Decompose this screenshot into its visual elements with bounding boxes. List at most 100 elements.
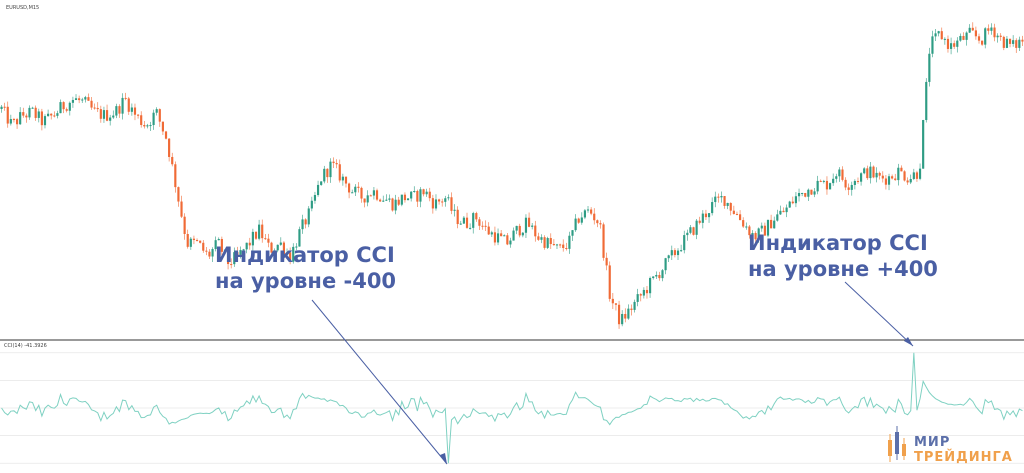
- candle-body: [254, 231, 258, 239]
- candle-body: [763, 225, 766, 236]
- candle-body: [413, 190, 416, 192]
- candle-body: [912, 172, 915, 179]
- candle-body: [937, 31, 940, 34]
- candle-body: [583, 210, 587, 218]
- candle-body: [903, 171, 906, 181]
- candle-body: [47, 113, 50, 117]
- candle-body: [87, 97, 90, 101]
- candle-body: [419, 189, 422, 202]
- candle-body: [515, 225, 518, 231]
- candle-body: [617, 304, 621, 325]
- candle-body: [714, 196, 717, 203]
- candle-body: [698, 220, 701, 223]
- candle-body: [71, 99, 75, 103]
- candle-body: [676, 250, 680, 256]
- candle-body: [397, 199, 400, 205]
- candle-body: [53, 115, 56, 117]
- candle-body: [915, 172, 919, 179]
- candle-body: [102, 110, 106, 119]
- candle-body: [894, 178, 897, 181]
- candle-body: [521, 232, 524, 236]
- candle-body: [484, 225, 487, 227]
- candle-body: [838, 169, 841, 177]
- candle-body: [729, 202, 732, 211]
- candle-body: [593, 213, 596, 221]
- candle-body: [105, 110, 109, 121]
- candle-body: [183, 216, 186, 234]
- candle-body: [791, 201, 794, 204]
- candle-body: [934, 33, 937, 37]
- candle-body: [6, 106, 9, 124]
- candle-body: [860, 173, 863, 182]
- candle-body: [133, 107, 137, 115]
- candle-body: [285, 252, 289, 255]
- candle-body: [3, 106, 6, 108]
- candle-body: [233, 252, 236, 265]
- candle-body: [925, 81, 928, 121]
- candle-body: [50, 113, 53, 116]
- candle-body: [174, 164, 177, 188]
- candle-body: [1018, 39, 1021, 48]
- candle-body: [999, 35, 1002, 37]
- candle-body: [273, 250, 276, 253]
- candle-body: [773, 220, 776, 229]
- candle-body: [686, 232, 689, 236]
- candle-body: [223, 249, 227, 252]
- candle-body: [614, 303, 618, 305]
- candle-body: [794, 196, 798, 204]
- candle-body: [608, 265, 611, 299]
- candle-body: [804, 193, 807, 197]
- candle-body: [754, 233, 757, 240]
- candle-body: [28, 107, 31, 118]
- candle-body: [881, 175, 884, 179]
- candle-body: [825, 180, 829, 190]
- candle-body: [130, 107, 133, 112]
- candle-body: [137, 114, 140, 116]
- candle-body: [732, 210, 735, 214]
- candle-body: [633, 301, 636, 310]
- candle-body: [649, 278, 652, 294]
- candle-body: [692, 227, 695, 235]
- logo-candles-icon: [888, 426, 906, 462]
- candle-body: [31, 107, 34, 109]
- candle-body: [78, 98, 81, 101]
- annotation-right-line1: Индикатор CCI: [748, 231, 928, 255]
- candle-body: [1012, 40, 1015, 44]
- candle-body: [264, 238, 267, 240]
- candle-body: [140, 115, 143, 125]
- candle-body: [993, 27, 996, 38]
- candle-body: [900, 167, 903, 172]
- candle-body: [394, 199, 397, 211]
- candle-body: [115, 106, 118, 116]
- candle-body: [68, 102, 71, 111]
- candle-body: [943, 38, 946, 40]
- candle-body: [770, 219, 773, 229]
- candle-body: [351, 192, 354, 194]
- candle-body: [59, 102, 62, 114]
- cci-label: CCI(14) -41.3926: [4, 343, 47, 349]
- candle-body: [645, 289, 649, 294]
- candle-body: [949, 43, 953, 49]
- candle-body: [481, 225, 484, 227]
- candle-body: [636, 294, 639, 302]
- annotation-right-arrowhead: [904, 337, 913, 346]
- candle-body: [248, 242, 251, 246]
- candle-body: [816, 180, 819, 192]
- candle-body: [897, 167, 900, 181]
- candle-body: [711, 202, 714, 214]
- candle-body: [344, 176, 348, 184]
- candle-body: [779, 210, 782, 215]
- candle-body: [472, 213, 475, 228]
- candle-body: [298, 229, 301, 247]
- candle-body: [236, 252, 239, 255]
- candle-body: [891, 176, 894, 179]
- candle-body: [704, 213, 708, 218]
- candle-body: [1008, 38, 1012, 44]
- candle-body: [478, 219, 481, 226]
- candle-body: [512, 230, 515, 241]
- candle-body: [425, 191, 428, 195]
- candle-body: [202, 242, 205, 251]
- cci-line: [1, 352, 1023, 464]
- candle-body: [788, 201, 791, 208]
- annotation-right: Индикатор CCI на уровне +400: [748, 231, 938, 347]
